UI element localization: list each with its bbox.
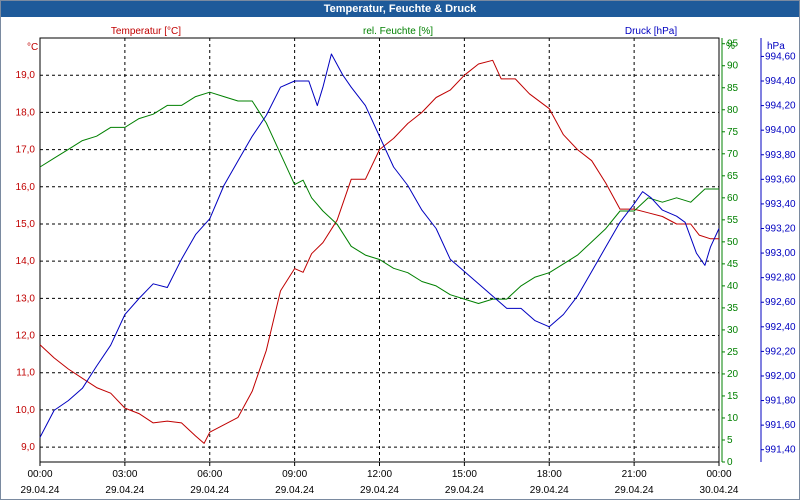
pressure-series-line — [39, 53, 720, 438]
x-tick-time-label: 00:00 — [27, 469, 52, 480]
x-tick-date-label: 29.04.24 — [275, 485, 314, 496]
x-tick-date-label: 30.04.24 — [700, 485, 739, 496]
humidity-tick-label: 40 — [727, 281, 739, 292]
temperature-tick-label: 15,0 — [16, 219, 36, 230]
pressure-tick-label: 991,40 — [765, 445, 796, 456]
x-tick-date-label: 29.04.24 — [190, 485, 229, 496]
x-tick-time-label: 03:00 — [112, 469, 137, 480]
temperature-series-line — [39, 59, 719, 444]
x-tick-time-label: 06:00 — [197, 469, 222, 480]
x-tick-date-label: 29.04.24 — [21, 485, 60, 496]
humidity-tick-label: 60 — [727, 193, 739, 204]
humidity-axis-label: rel. Feuchte [%] — [363, 26, 433, 37]
temperature-tick-label: 11,0 — [16, 368, 35, 379]
pressure-tick-label: 993,60 — [765, 174, 796, 185]
temperature-unit-label: °C — [27, 42, 38, 53]
humidity-tick-label: 85 — [727, 83, 739, 94]
pressure-tick-label: 994,20 — [765, 101, 796, 112]
temperature-tick-label: 17,0 — [16, 145, 36, 156]
pressure-tick-label: 994,00 — [765, 125, 796, 136]
humidity-series-line — [39, 91, 719, 304]
temperature-tick-label: 12,0 — [16, 331, 36, 342]
pressure-tick-label: 992,40 — [765, 322, 796, 333]
temperature-tick-label: 10,0 — [16, 405, 36, 416]
humidity-tick-label: 50 — [727, 237, 739, 248]
humidity-tick-label: 30 — [727, 325, 739, 336]
humidity-tick-label: 95 — [727, 39, 739, 50]
x-tick-time-label: 09:00 — [282, 469, 307, 480]
humidity-tick-label: 20 — [727, 369, 739, 380]
humidity-unit-label: % — [726, 41, 735, 52]
x-tick-date-label: 29.04.24 — [360, 485, 399, 496]
humidity-tick-label: 5 — [727, 435, 733, 446]
pressure-tick-label: 992,20 — [765, 346, 796, 357]
humidity-tick-label: 15 — [727, 391, 739, 402]
x-tick-date-label: 29.04.24 — [615, 485, 654, 496]
humidity-tick-label: 70 — [727, 149, 739, 160]
x-tick-date-label: 29.04.24 — [105, 485, 144, 496]
pressure-axis-label: Druck [hPa] — [625, 26, 677, 37]
pressure-unit-label: hPa — [767, 41, 785, 52]
humidity-tick-label: 90 — [727, 61, 739, 72]
temperature-tick-label: 19,0 — [16, 70, 36, 81]
pressure-tick-label: 991,60 — [765, 420, 796, 431]
temperature-tick-label: 18,0 — [16, 107, 36, 118]
humidity-tick-label: 25 — [727, 347, 739, 358]
pressure-tick-label: 993,20 — [765, 223, 796, 234]
pressure-tick-label: 992,80 — [765, 273, 796, 284]
pressure-tick-label: 991,80 — [765, 396, 796, 407]
x-tick-time-label: 12:00 — [367, 469, 392, 480]
x-tick-time-label: 21:00 — [622, 469, 647, 480]
x-tick-time-label: 15:00 — [452, 469, 477, 480]
x-tick-time-label: 00:00 — [706, 469, 731, 480]
temperature-axis-label: Temperatur [°C] — [111, 26, 181, 37]
humidity-tick-label: 45 — [727, 259, 739, 270]
humidity-tick-label: 35 — [727, 303, 739, 314]
pressure-tick-label: 993,80 — [765, 150, 796, 161]
temperature-tick-label: 14,0 — [16, 256, 36, 267]
pressure-tick-label: 994,60 — [765, 51, 796, 62]
humidity-tick-label: 55 — [727, 215, 739, 226]
humidity-tick-label: 10 — [727, 413, 739, 424]
temperature-tick-label: 13,0 — [16, 293, 36, 304]
chart-title: Temperatur, Feuchte & Druck — [1, 1, 799, 17]
pressure-tick-label: 993,40 — [765, 199, 796, 210]
humidity-tick-label: 65 — [727, 171, 739, 182]
pressure-tick-label: 994,40 — [765, 76, 796, 87]
x-tick-date-label: 29.04.24 — [445, 485, 484, 496]
temperature-tick-label: 9,0 — [21, 442, 35, 453]
x-tick-time-label: 18:00 — [537, 469, 562, 480]
temperature-tick-label: 16,0 — [16, 182, 36, 193]
pressure-tick-label: 993,00 — [765, 248, 796, 259]
humidity-tick-label: 0 — [727, 457, 733, 468]
pressure-tick-label: 992,60 — [765, 297, 796, 308]
pressure-tick-label: 992,00 — [765, 371, 796, 382]
humidity-tick-label: 80 — [727, 105, 739, 116]
x-tick-date-label: 29.04.24 — [530, 485, 569, 496]
humidity-tick-label: 75 — [727, 127, 739, 138]
